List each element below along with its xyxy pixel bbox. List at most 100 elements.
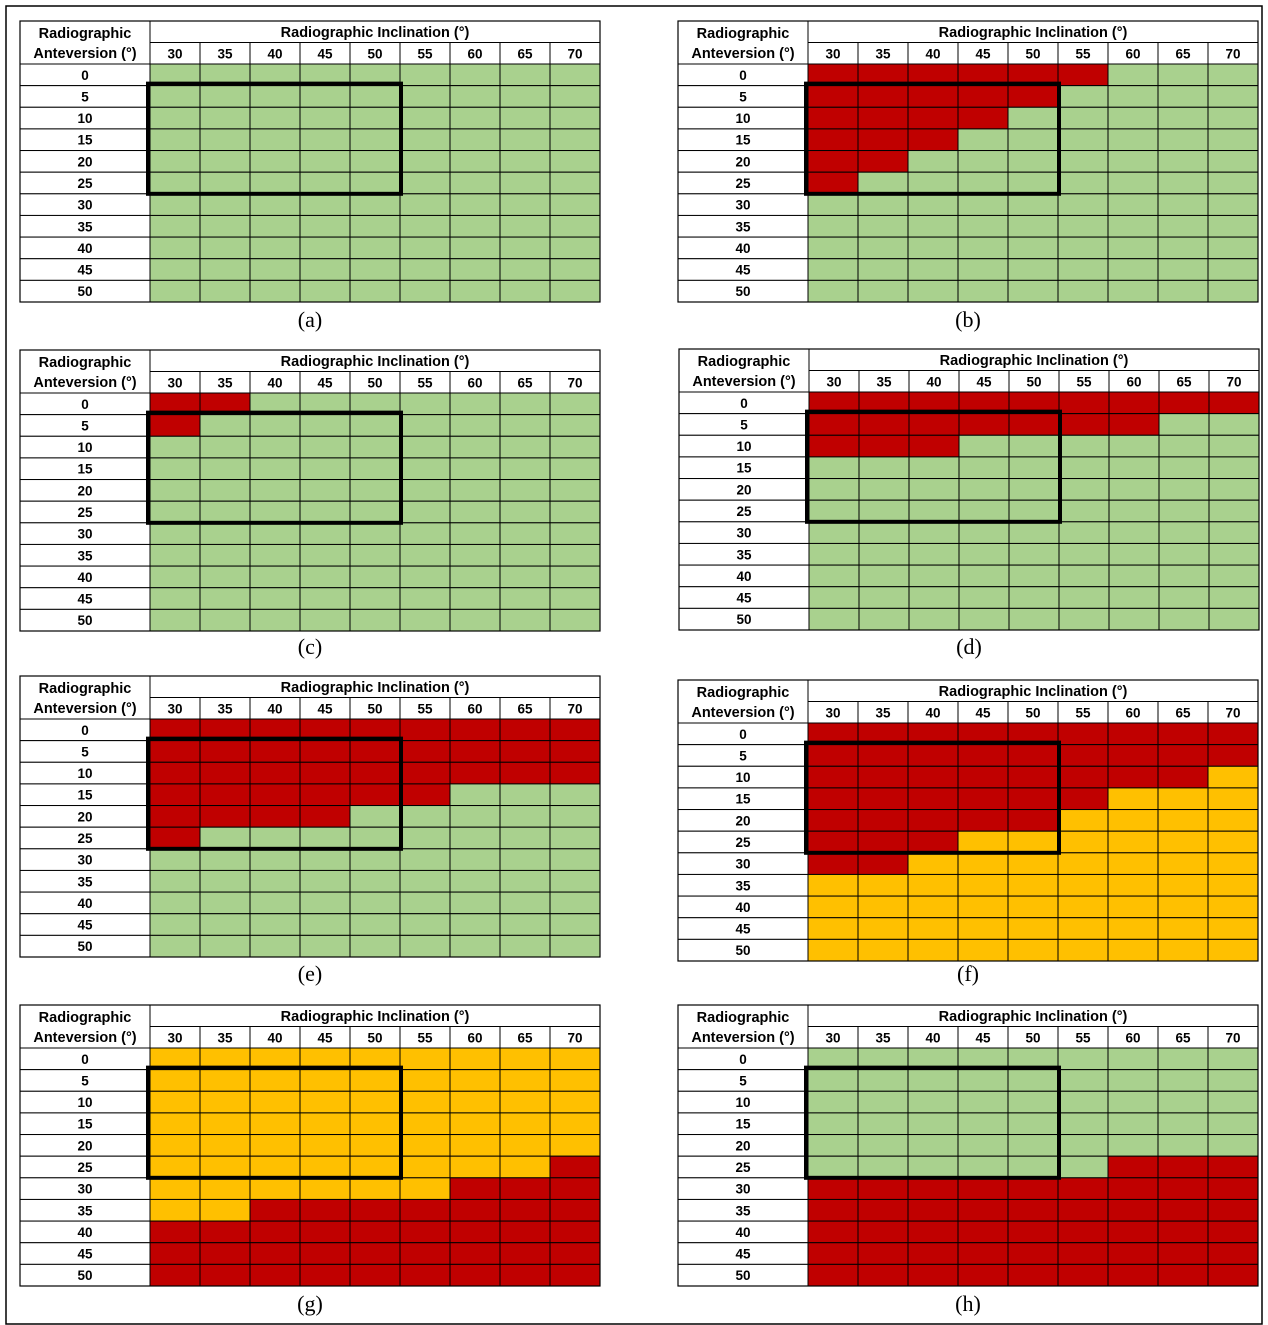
heat-cell xyxy=(399,1198,451,1222)
heat-cell xyxy=(807,1090,859,1114)
y-tick-label: 0 xyxy=(81,1052,89,1067)
heat-cell xyxy=(858,478,910,501)
heat-cell xyxy=(549,1263,601,1287)
heat-cell xyxy=(1007,765,1059,789)
heat-cell xyxy=(1007,279,1059,303)
heat-cell xyxy=(349,1155,401,1179)
heat-cell xyxy=(399,392,451,416)
heat-cell xyxy=(399,1047,451,1071)
heat-cell xyxy=(1207,1090,1259,1114)
heat-cell xyxy=(1008,413,1060,436)
heat-cell xyxy=(399,128,451,152)
heat-cell xyxy=(549,150,601,173)
heat-cell xyxy=(807,193,859,216)
heat-cell xyxy=(807,258,859,281)
heat-cell xyxy=(958,456,1010,480)
heat-cell xyxy=(1157,1177,1209,1200)
heat-cell xyxy=(1007,1155,1059,1179)
heat-cell xyxy=(449,608,501,632)
heat-cell xyxy=(1008,521,1060,544)
heat-cell xyxy=(1057,1134,1109,1157)
y-tick-label: 5 xyxy=(81,1073,89,1088)
heat-cell xyxy=(499,214,551,238)
heat-cell xyxy=(399,1090,451,1114)
heat-cell xyxy=(1207,214,1259,238)
x-tick-label: 50 xyxy=(1025,1031,1040,1046)
heat-cell xyxy=(1007,1112,1059,1136)
heat-cell xyxy=(1007,1134,1059,1157)
heat-cell xyxy=(499,805,551,828)
heat-cell xyxy=(1207,744,1259,767)
x-tick-label: 50 xyxy=(1025,47,1040,62)
heat-cell xyxy=(807,171,859,195)
heat-cell xyxy=(199,1242,251,1265)
heat-cell xyxy=(1007,128,1059,152)
x-tick-label: 35 xyxy=(217,1031,233,1046)
heat-cell xyxy=(1158,478,1210,501)
heat-cell xyxy=(449,392,501,416)
heat-cell xyxy=(1108,499,1160,523)
heat-cell xyxy=(349,279,401,303)
heat-cell xyxy=(199,236,251,260)
heat-cell xyxy=(449,85,501,108)
heat-cell xyxy=(1108,413,1160,436)
y-tick-label: 0 xyxy=(739,1052,747,1067)
heat-cell xyxy=(857,1263,909,1287)
y-tick-label: 35 xyxy=(735,878,751,893)
heat-cell xyxy=(199,891,251,915)
y-tick-label: 15 xyxy=(77,133,93,148)
y-tick-label: 25 xyxy=(735,1160,751,1175)
heat-cell xyxy=(1157,1069,1209,1092)
heat-cell xyxy=(549,392,601,416)
y-tick-label: 35 xyxy=(77,219,93,234)
heat-cell xyxy=(199,1198,251,1222)
row-header-cell xyxy=(19,349,151,394)
heat-cell xyxy=(149,150,201,173)
column-header: Radiographic Inclination (°) xyxy=(940,353,1129,369)
heat-cell xyxy=(907,744,959,767)
heat-cell xyxy=(199,565,251,589)
heat-cell xyxy=(449,279,501,303)
x-tick-label: 60 xyxy=(467,702,482,717)
panel-caption: (e) xyxy=(298,961,322,986)
x-tick-label: 50 xyxy=(1026,375,1041,390)
heat-cell xyxy=(449,63,501,87)
heat-cell xyxy=(1057,1069,1109,1092)
heat-cell xyxy=(549,869,601,893)
heat-cell xyxy=(1057,63,1109,87)
x-tick-label: 50 xyxy=(367,376,382,391)
heat-cell xyxy=(907,85,959,108)
heat-cell xyxy=(299,1112,351,1136)
x-tick-label: 45 xyxy=(317,1031,333,1046)
heat-cell xyxy=(908,586,960,609)
heat-cell xyxy=(149,761,201,785)
heat-cell xyxy=(249,934,301,958)
heat-cell xyxy=(449,761,501,785)
heat-cell xyxy=(449,1220,501,1244)
heat-cell xyxy=(1008,478,1060,501)
heat-cell xyxy=(1058,478,1110,501)
heat-cell xyxy=(249,1220,301,1244)
heat-cell xyxy=(907,1242,959,1265)
heat-cell xyxy=(399,869,451,893)
heat-cell xyxy=(1108,564,1160,588)
heat-cell xyxy=(449,128,501,152)
y-tick-label: 40 xyxy=(77,570,92,585)
heat-cell xyxy=(549,826,601,850)
heat-cell xyxy=(499,414,551,437)
heat-cell xyxy=(449,565,501,589)
heat-cell xyxy=(1107,1155,1159,1179)
heat-cell xyxy=(499,1069,551,1092)
heat-cell xyxy=(858,434,910,458)
heat-cell xyxy=(907,1112,959,1136)
heat-cell xyxy=(349,1220,401,1244)
heat-cell xyxy=(1007,193,1059,216)
heat-cell xyxy=(857,1242,909,1265)
heat-cell xyxy=(199,848,251,871)
x-tick-label: 30 xyxy=(826,375,841,390)
heat-cell xyxy=(299,1263,351,1287)
table-border xyxy=(19,675,601,958)
heat-cell xyxy=(808,434,860,458)
heat-cell xyxy=(1207,1155,1259,1179)
y-tick-label: 30 xyxy=(77,527,92,542)
